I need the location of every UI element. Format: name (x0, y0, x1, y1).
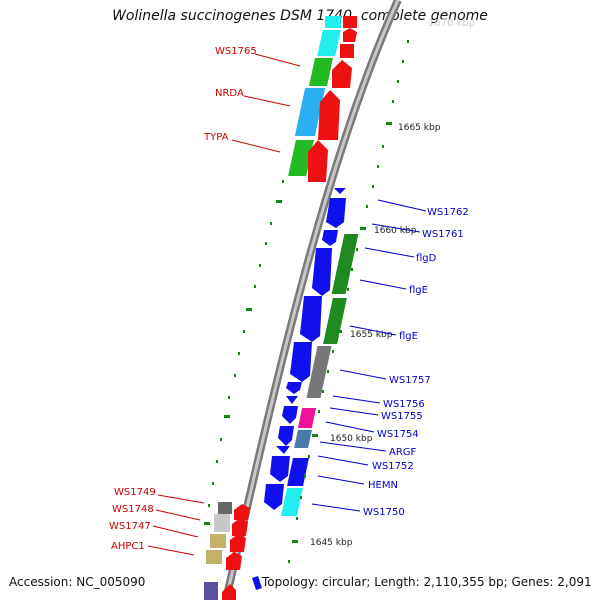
gene-block-partial-red (343, 16, 357, 28)
gene-arrow-red-2 (332, 60, 352, 88)
gene-arrow-blue-bottom (252, 576, 262, 590)
gene-arrow-red-lower-2 (232, 518, 248, 536)
gene-block-ahpc1-olive (206, 550, 222, 564)
gene-label[interactable]: WS1757 (389, 375, 431, 386)
tick-marks (204, 40, 409, 563)
gene-label[interactable]: WS1756 (383, 399, 425, 410)
gene-arrow-red-1 (343, 28, 357, 42)
gene-arrow-red-lower-3 (230, 534, 246, 552)
gene-arrow-blue-small-1 (286, 382, 302, 394)
gene-block-dark-green-2 (323, 298, 347, 344)
gene-label[interactable]: WS1752 (372, 461, 414, 472)
gene-label[interactable]: WS1755 (381, 411, 423, 422)
gene-label[interactable]: NRDA (215, 88, 244, 99)
gene-block-typa-green (288, 140, 314, 176)
gene-arrow-blue-ws1757 (290, 342, 312, 382)
grey-label-partial: 1670 kbp (428, 18, 475, 29)
gene-arrow-red-lower-4 (226, 552, 242, 570)
gene-arrow-red-nrda (318, 90, 340, 140)
gene-label[interactable]: flgE (399, 331, 418, 342)
tick-label: 1645 kbp (310, 538, 353, 548)
gene-arrow-blue-flge (300, 296, 322, 342)
gene-block-magenta (297, 408, 317, 428)
gene-block-steel (294, 430, 312, 448)
left-gene-labels: WS1765 NRDA TYPA WS1749 WS1748 WS1747 AH… (109, 46, 301, 556)
gene-block-blue-hemn (287, 458, 309, 486)
gene-arrow-blue-ws1752 (270, 456, 290, 482)
gene-arrow-blue-argf (276, 446, 290, 454)
gene-label[interactable]: WS1762 (427, 207, 469, 218)
gene-block-cyan-ws1750 (281, 488, 303, 516)
gene-arrow-blue-1 (326, 198, 346, 228)
gene-block-gray (306, 346, 332, 398)
gene-arrow-blue-small-2 (286, 396, 298, 404)
gene-arrow-blue-flgd (312, 248, 332, 296)
gene-block-ws1748-lightgray (214, 514, 230, 532)
gene-arrow-red-typa (308, 140, 328, 182)
gene-block-dark-green-1 (331, 234, 359, 294)
gene-block-green-1 (309, 58, 333, 86)
gene-label[interactable]: WS1754 (377, 429, 419, 440)
gene-arrow-red-lower-1 (234, 504, 250, 520)
tick-label: 1655 kbp (350, 330, 393, 340)
gene-arrow-blue-ws1754 (278, 426, 294, 446)
gene-label[interactable]: AHPC1 (111, 541, 145, 552)
gene-arrow-small-blue (334, 188, 346, 194)
gene-block-ws1749-gray (218, 502, 232, 514)
gene-label[interactable]: TYPA (203, 132, 229, 143)
gene-label[interactable]: flgD (416, 253, 437, 264)
gene-block-purple-bottom (204, 582, 218, 600)
gene-arrow-red-bottom (222, 584, 236, 600)
tick-label: 1650 kbp (330, 434, 373, 444)
gene-label[interactable]: WS1749 (114, 487, 156, 498)
gene-arrow-blue-2 (322, 230, 338, 246)
gene-label[interactable]: WS1765 (215, 46, 257, 57)
gene-label[interactable]: HEMN (368, 480, 398, 491)
gene-label[interactable]: WS1747 (109, 521, 151, 532)
summary-text: Topology: circular; Length: 2,110,355 bp… (262, 575, 592, 589)
gene-label[interactable]: ARGF (389, 447, 417, 458)
gene-block-ws1765-cyan (317, 30, 341, 56)
tick-label: 1660 kbp (374, 226, 417, 236)
gene-arrow-blue-ws1756 (282, 406, 298, 424)
gene-block-ws1747-olive (210, 534, 226, 548)
gene-block-ws1765-red (340, 44, 354, 58)
genome-backbone-highlight (224, 0, 400, 600)
gene-block-partial-cyan (325, 16, 341, 28)
gene-arrow-blue-ws1750 (264, 484, 284, 510)
tick-label: 1665 kbp (398, 123, 441, 133)
gene-label[interactable]: WS1748 (112, 504, 154, 515)
accession-text: Accession: NC_005090 (9, 575, 146, 589)
gene-label[interactable]: flgE (409, 285, 428, 296)
right-gene-labels: WS1762 WS1761 flgD flgE flgE WS1757 WS17… (311, 199, 469, 518)
gene-label[interactable]: WS1750 (363, 507, 405, 518)
gene-block-nrda-sky (294, 88, 326, 136)
gene-label[interactable]: WS1761 (422, 229, 464, 240)
